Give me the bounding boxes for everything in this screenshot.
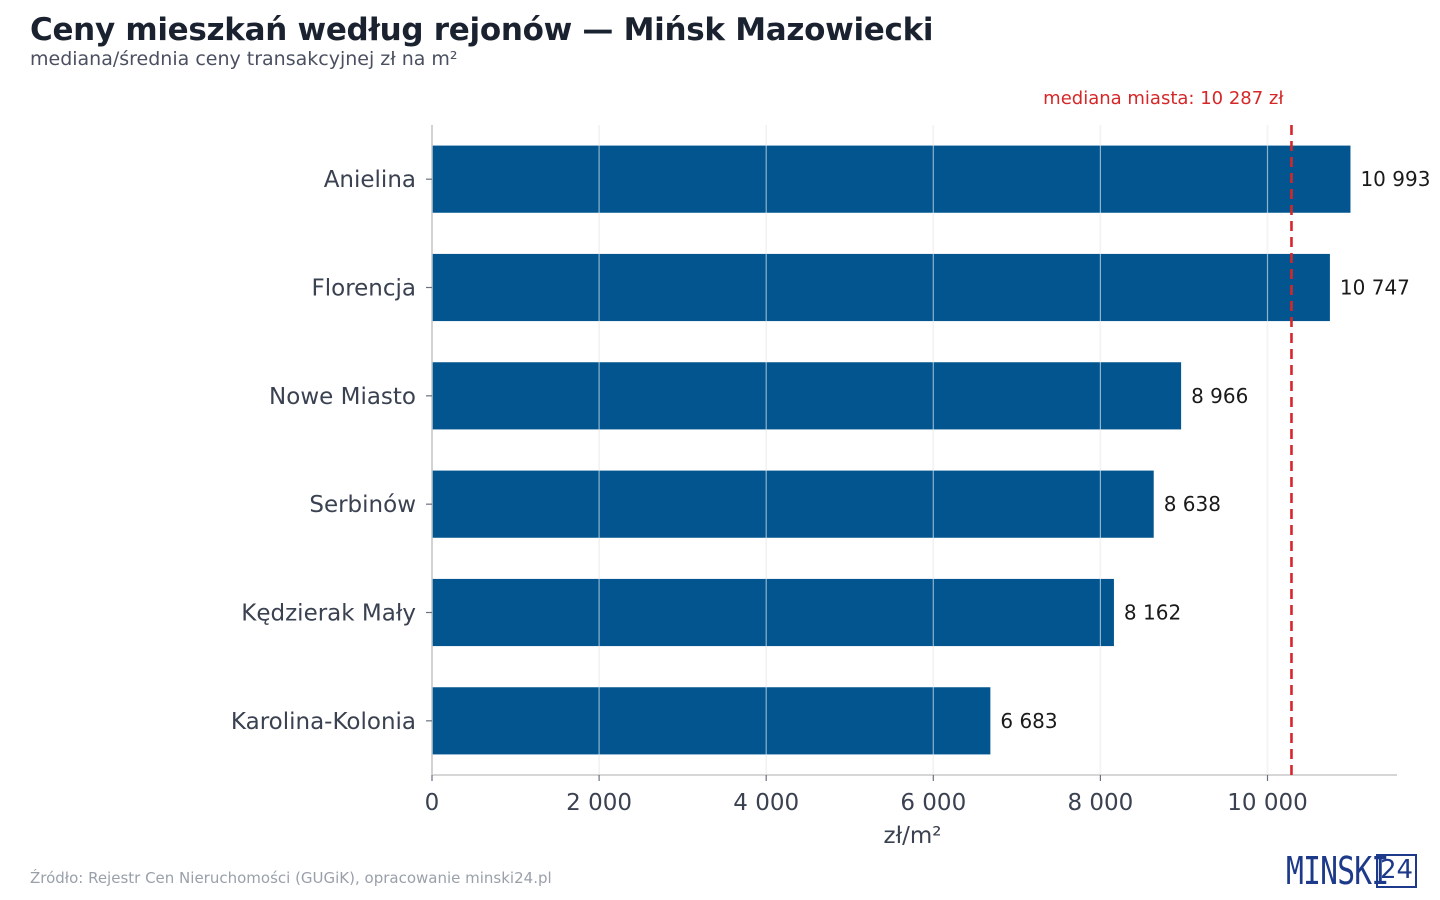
x-tick-label: 0 [425, 790, 440, 816]
logo-number-box: 24 [1376, 854, 1418, 888]
bar-value-label: 8 162 [1124, 601, 1181, 625]
bar-kędzierak-mały [432, 578, 1114, 647]
median-reference-label: mediana miasta: 10 287 zł [1043, 88, 1284, 109]
y-tick-label: Florencja [312, 276, 417, 302]
chart-title: Ceny mieszkań według rejonów — Mińsk Maz… [30, 12, 934, 48]
bar-value-label: 10 993 [1360, 167, 1430, 191]
brand-logo: MINSKI 24 [1286, 848, 1418, 893]
chart-subtitle: mediana/średnia ceny transakcyjnej zł na… [30, 48, 458, 70]
bar-value-label: 10 747 [1340, 276, 1410, 300]
y-tick-label: Nowe Miasto [269, 384, 416, 410]
y-tick-label: Karolina-Kolonia [231, 709, 416, 735]
bar-florencja [432, 253, 1330, 322]
x-tick-label: 4 000 [733, 790, 799, 816]
x-tick-label: 2 000 [566, 790, 632, 816]
x-tick-label: 8 000 [1067, 790, 1133, 816]
x-axis-label: zł/m² [884, 823, 942, 849]
x-tick-label: 10 000 [1227, 790, 1307, 816]
y-tick-label: Serbinów [309, 492, 416, 518]
bar-karolina-kolonia [432, 687, 991, 755]
x-tick-label: 6 000 [900, 790, 966, 816]
bar-nowe-miasto [432, 362, 1182, 430]
source-note: Źródło: Rejestr Cen Nieruchomości (GUGiK… [30, 869, 552, 887]
y-tick-label: Kędzierak Mały [241, 601, 416, 627]
bar-serbinów [432, 470, 1154, 538]
y-tick-label: Anielina [324, 167, 416, 193]
bar-value-label: 8 638 [1164, 492, 1221, 516]
bar-value-label: 8 966 [1191, 384, 1248, 408]
logo-wordmark: MINSKI [1286, 849, 1389, 893]
bar-anielina [432, 145, 1351, 213]
bar-value-label: 6 683 [1000, 709, 1057, 733]
